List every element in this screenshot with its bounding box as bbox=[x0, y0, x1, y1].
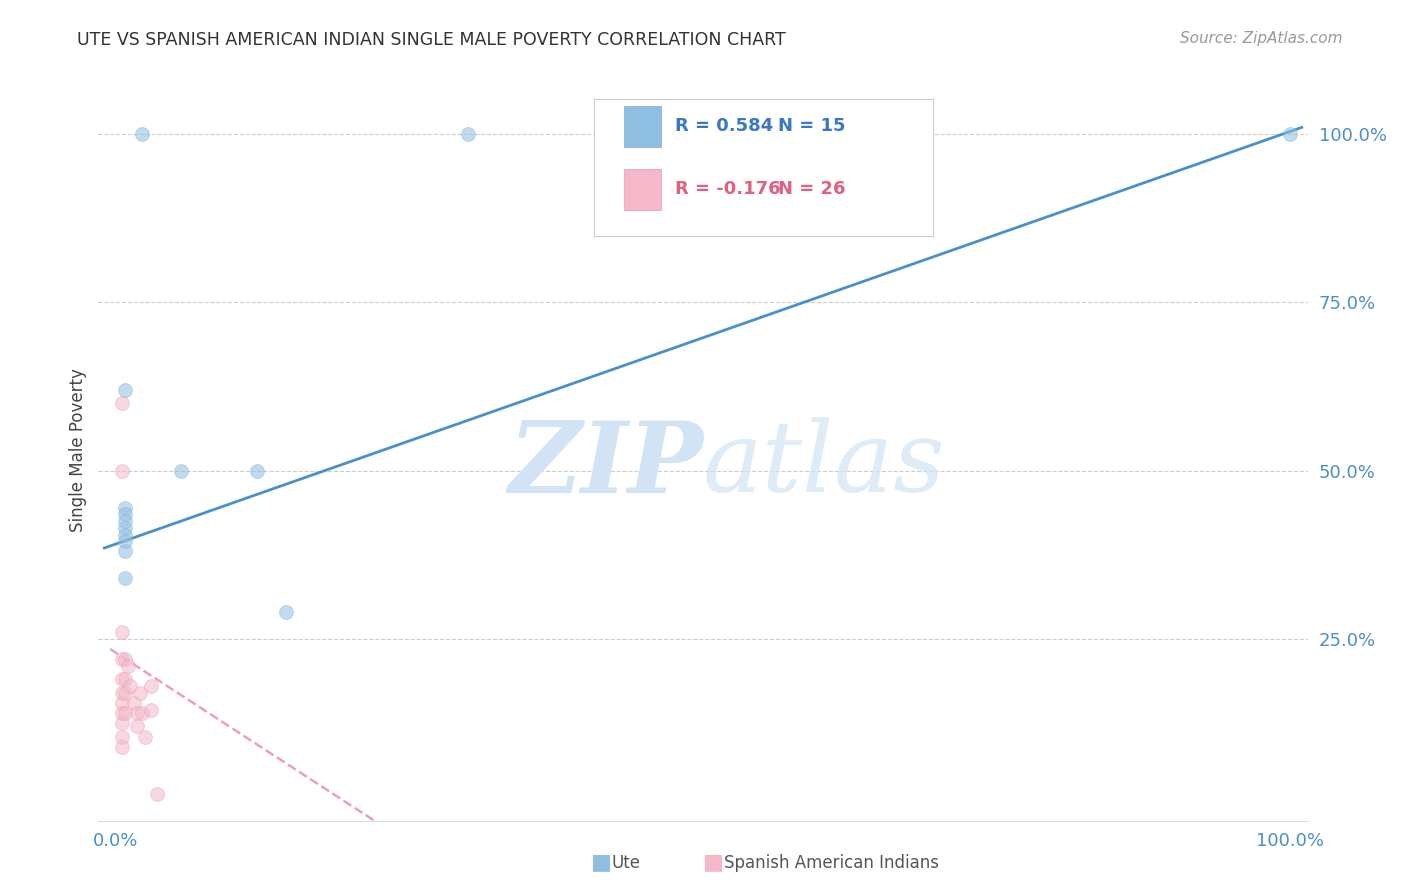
Point bbox=[1278, 127, 1301, 141]
Point bbox=[111, 686, 134, 700]
Point bbox=[114, 571, 136, 585]
Text: Source: ZipAtlas.com: Source: ZipAtlas.com bbox=[1180, 31, 1343, 46]
Text: R = -0.176: R = -0.176 bbox=[675, 180, 780, 198]
Point bbox=[114, 544, 136, 558]
FancyBboxPatch shape bbox=[595, 99, 932, 235]
Point bbox=[141, 703, 163, 717]
Text: N = 15: N = 15 bbox=[778, 117, 845, 136]
Point bbox=[114, 686, 136, 700]
Point bbox=[246, 464, 269, 478]
Point bbox=[114, 673, 136, 687]
Text: UTE VS SPANISH AMERICAN INDIAN SINGLE MALE POVERTY CORRELATION CHART: UTE VS SPANISH AMERICAN INDIAN SINGLE MA… bbox=[77, 31, 786, 49]
Point bbox=[127, 719, 149, 733]
Point bbox=[111, 652, 134, 666]
Point bbox=[111, 673, 134, 687]
Point bbox=[276, 605, 298, 619]
Point bbox=[141, 679, 163, 693]
Point bbox=[111, 396, 134, 410]
Text: ■: ■ bbox=[591, 853, 612, 872]
Point bbox=[122, 696, 145, 710]
Text: Spanish American Indians: Spanish American Indians bbox=[724, 855, 939, 872]
Text: Ute: Ute bbox=[612, 855, 641, 872]
Point bbox=[114, 383, 136, 397]
Point bbox=[114, 508, 136, 522]
Point bbox=[114, 514, 136, 528]
FancyBboxPatch shape bbox=[624, 106, 661, 147]
Y-axis label: Single Male Poverty: Single Male Poverty bbox=[69, 368, 87, 533]
Point bbox=[114, 706, 136, 720]
Point bbox=[114, 527, 136, 541]
Text: ZIP: ZIP bbox=[508, 417, 703, 514]
Point bbox=[114, 652, 136, 666]
Text: N = 26: N = 26 bbox=[778, 180, 845, 198]
Point bbox=[111, 464, 134, 478]
Point bbox=[146, 787, 169, 801]
Point bbox=[114, 521, 136, 535]
Text: atlas: atlas bbox=[703, 417, 946, 513]
Point bbox=[127, 706, 149, 720]
FancyBboxPatch shape bbox=[624, 169, 661, 210]
Point bbox=[111, 696, 134, 710]
Text: ■: ■ bbox=[703, 853, 724, 872]
Point bbox=[111, 716, 134, 731]
Point bbox=[457, 127, 479, 141]
Point bbox=[128, 686, 150, 700]
Point bbox=[111, 625, 134, 640]
Point bbox=[131, 127, 153, 141]
Point bbox=[111, 706, 134, 720]
Point bbox=[111, 730, 134, 744]
Point bbox=[114, 534, 136, 549]
Point bbox=[134, 730, 156, 744]
Point bbox=[114, 500, 136, 515]
Point bbox=[117, 658, 139, 673]
Point bbox=[169, 464, 191, 478]
Point bbox=[120, 679, 142, 693]
Point bbox=[111, 739, 134, 754]
Point bbox=[131, 706, 153, 720]
Text: R = 0.584: R = 0.584 bbox=[675, 117, 773, 136]
